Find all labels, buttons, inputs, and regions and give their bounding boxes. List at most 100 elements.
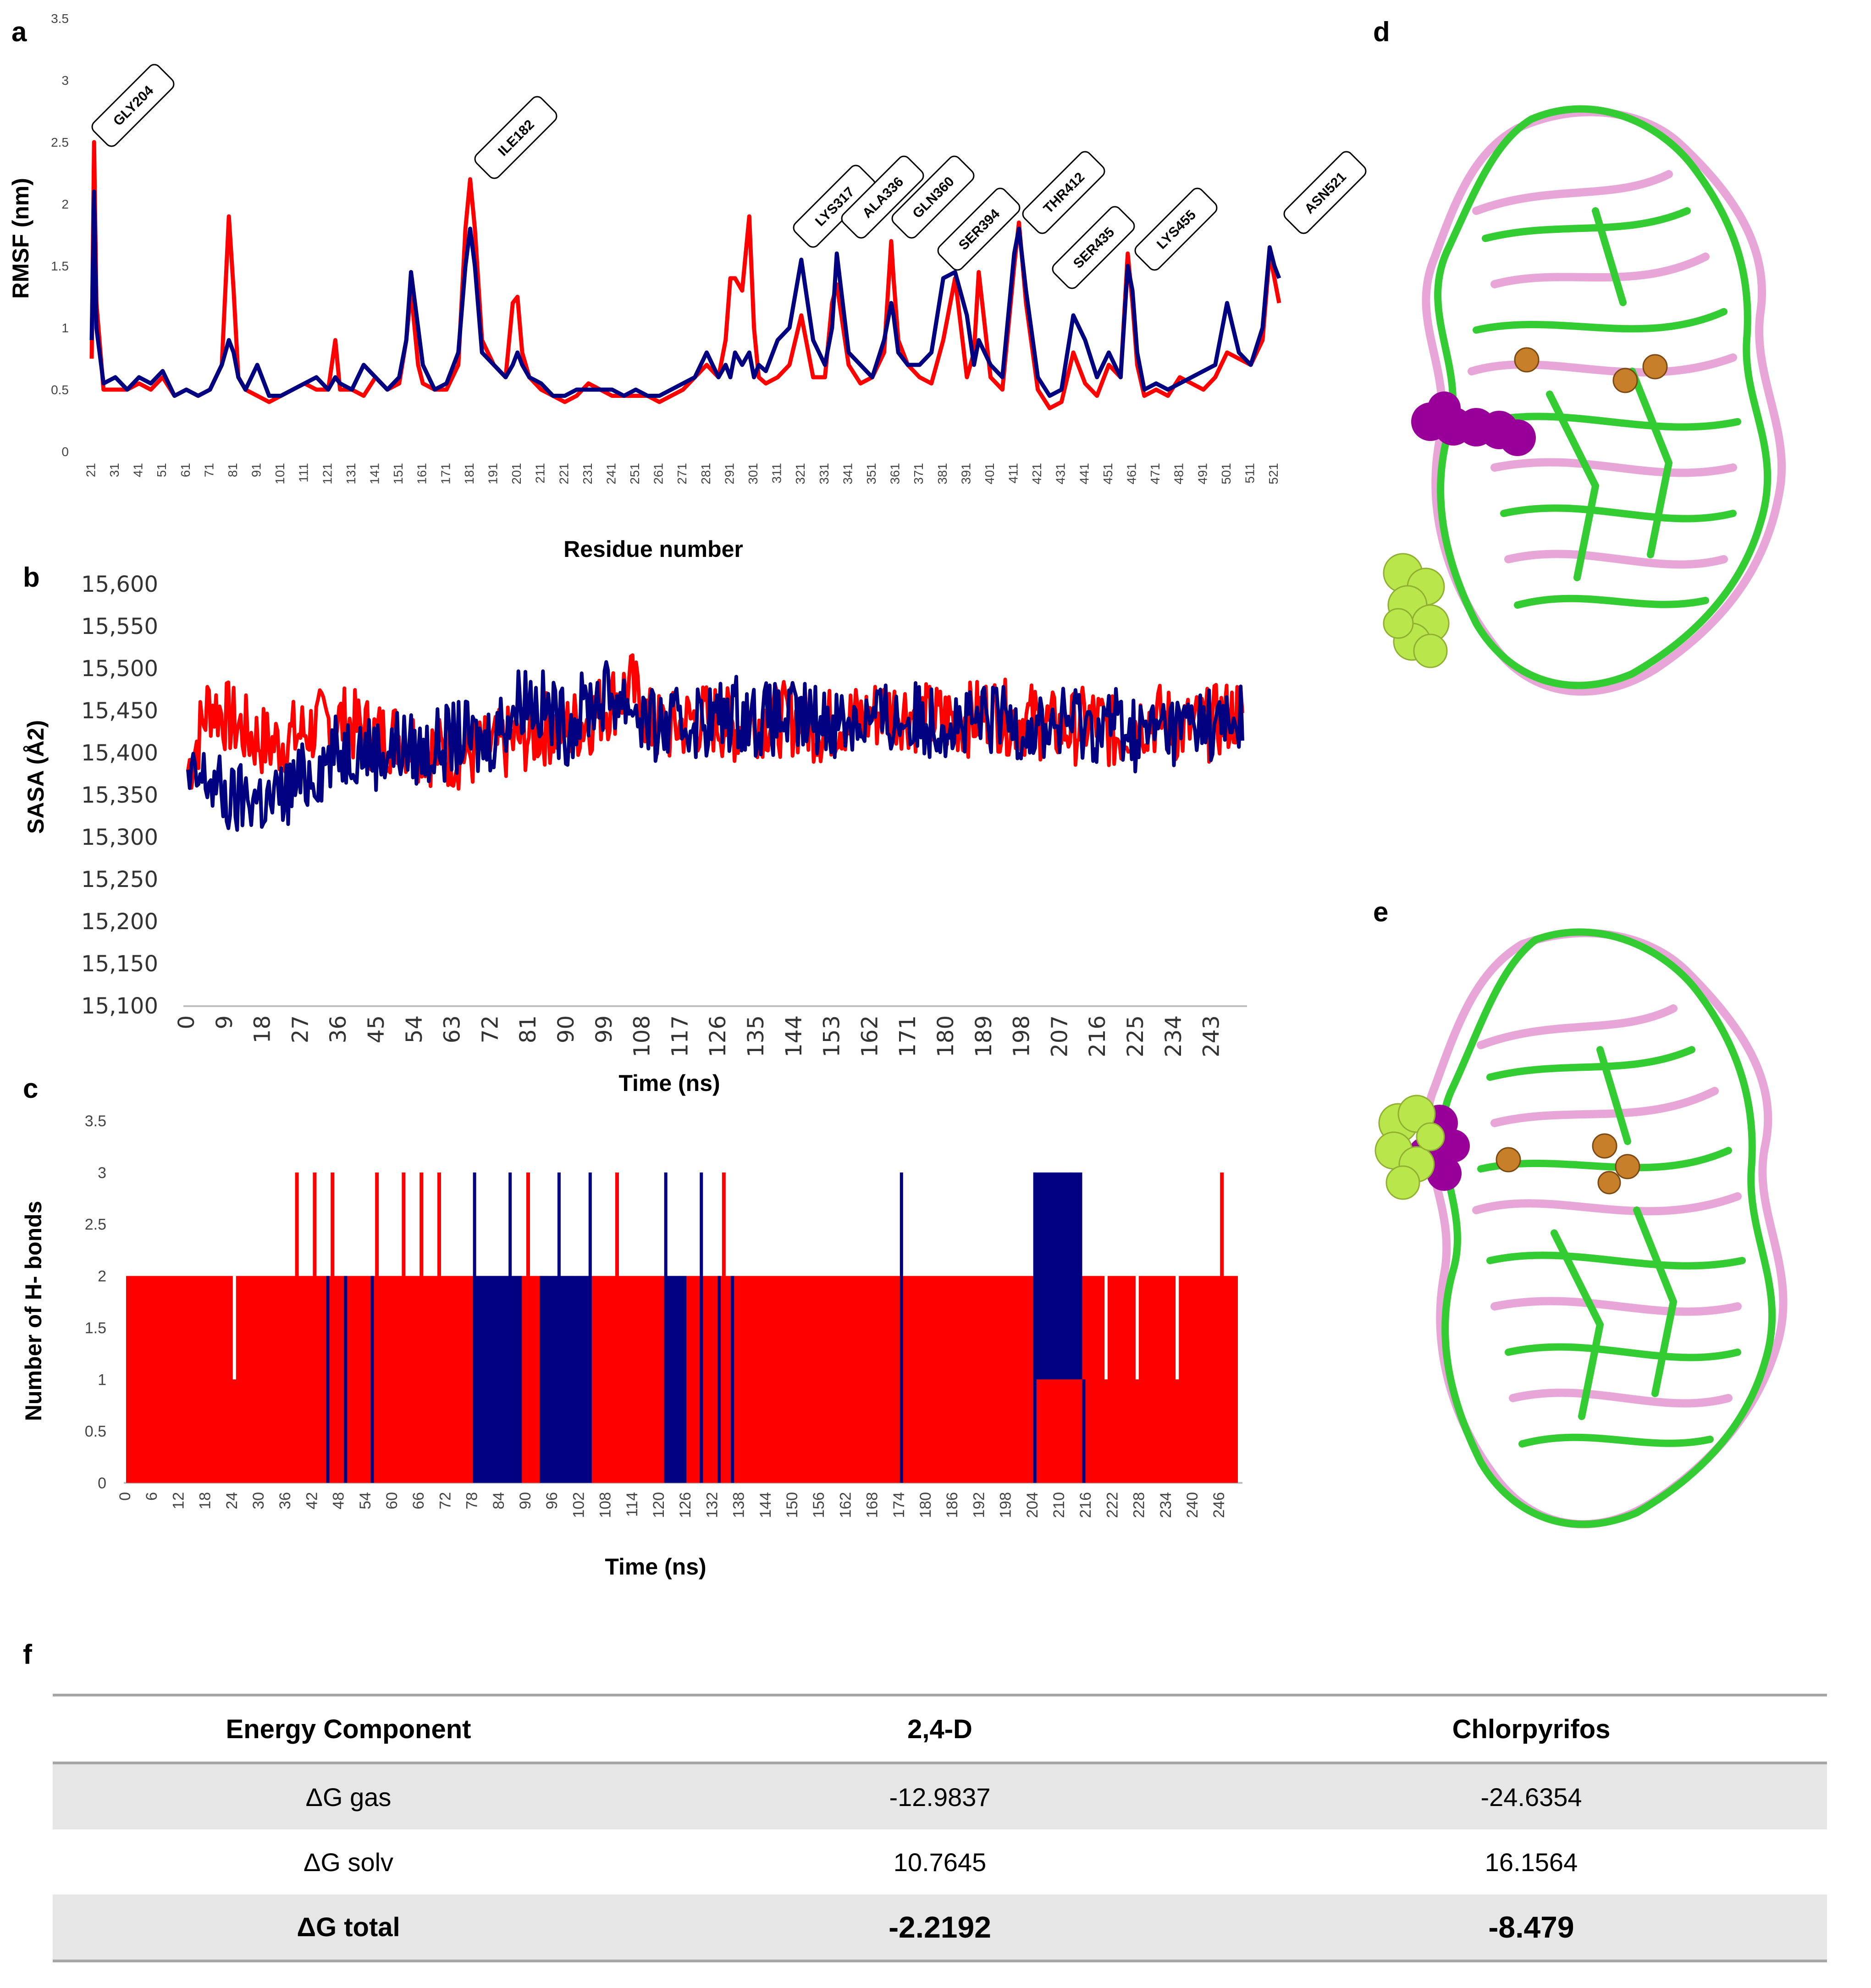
y-tick-label: 15,550 xyxy=(81,614,158,639)
x-tick-label: 108 xyxy=(629,1015,655,1057)
x-tick-label: 45 xyxy=(364,1015,389,1043)
x-tick-label: 144 xyxy=(781,1015,807,1057)
table-header-rule xyxy=(53,1762,1827,1764)
ligand-yellow-green xyxy=(1383,553,1450,668)
x-tick-label: 9 xyxy=(212,1015,237,1030)
x-tick-label: 21 xyxy=(83,463,98,477)
x-tick-label: 96 xyxy=(543,1492,561,1509)
table-row: ΔG gas -12.9837 -24.6354 xyxy=(53,1764,1827,1829)
x-tick-label: 180 xyxy=(917,1492,934,1518)
residue-callout: ILE182 xyxy=(474,96,557,179)
metal-ions xyxy=(1514,347,1668,393)
table-cell: ΔG gas xyxy=(305,1782,392,1812)
x-tick-label: 291 xyxy=(722,463,736,485)
x-tick-label: 91 xyxy=(249,463,264,477)
x-tick-label: 381 xyxy=(935,463,949,485)
x-tick-label: 521 xyxy=(1266,463,1280,485)
x-tick-label: 391 xyxy=(959,463,973,485)
x-tick-label: 201 xyxy=(509,463,524,485)
x-tick-label: 72 xyxy=(477,1015,503,1043)
x-tick-label: 51 xyxy=(155,463,169,477)
hbond-bar xyxy=(588,1172,592,1483)
callout-box xyxy=(1134,187,1218,271)
y-tick-label: 15,500 xyxy=(81,656,158,682)
y-tick-label: 2 xyxy=(98,1268,106,1285)
x-tick-label: 126 xyxy=(677,1492,694,1518)
x-tick-label: 90 xyxy=(553,1015,579,1043)
x-tick-label: 225 xyxy=(1123,1015,1148,1057)
x-tick-label: 171 xyxy=(895,1015,921,1057)
x-tick-label: 441 xyxy=(1077,463,1091,485)
y-tick-label: 15,450 xyxy=(81,698,158,724)
y-tick-label: 0 xyxy=(98,1475,106,1492)
x-tick-label: 84 xyxy=(490,1492,508,1509)
protein-ribbon-green xyxy=(1434,105,1772,689)
callout-box xyxy=(841,155,924,239)
x-tick-label: 321 xyxy=(793,463,807,485)
x-tick-label: 102 xyxy=(570,1492,587,1518)
x-tick-label: 0 xyxy=(174,1015,199,1030)
panel-label-c: c xyxy=(23,1073,39,1104)
sasa-y-axis-title: SASA (Å2) xyxy=(23,720,49,834)
x-tick-label: 271 xyxy=(675,463,689,485)
x-tick-label: 241 xyxy=(604,463,618,485)
x-tick-label: 261 xyxy=(651,463,666,485)
rmsf-x-axis-title: Residue number xyxy=(563,536,743,562)
table-top-rule xyxy=(53,1694,1827,1696)
table-header-cell: Energy Component xyxy=(226,1714,471,1744)
x-tick-label: 351 xyxy=(864,463,878,485)
x-tick-label: 221 xyxy=(557,463,571,485)
x-tick-label: 81 xyxy=(515,1015,541,1043)
hbond-bar xyxy=(731,1276,734,1483)
rmsf-y-axis-title: RMSF (nm) xyxy=(8,178,33,299)
x-tick-label: 132 xyxy=(703,1492,721,1518)
hbond-bar xyxy=(526,1172,530,1276)
x-tick-label: 281 xyxy=(699,463,713,485)
residue-callout: ASN521 xyxy=(1283,151,1367,234)
x-tick-label: 36 xyxy=(276,1492,294,1509)
x-tick-label: 126 xyxy=(705,1015,731,1057)
x-tick-label: 204 xyxy=(1024,1492,1041,1518)
x-tick-label: 198 xyxy=(997,1492,1015,1518)
hbond-bar xyxy=(295,1172,299,1276)
panel-label-e: e xyxy=(1373,897,1389,927)
x-tick-label: 30 xyxy=(250,1492,267,1509)
table-header-cell: Chlorpyrifos xyxy=(1452,1714,1611,1744)
hbond-bar xyxy=(1220,1172,1224,1276)
y-tick-label: 15,400 xyxy=(81,740,158,766)
hbond-bar xyxy=(402,1172,406,1276)
x-tick-label: 361 xyxy=(888,463,902,485)
protein-structure-d xyxy=(1383,105,1786,696)
x-tick-label: 198 xyxy=(1009,1015,1035,1057)
metal-ions xyxy=(1496,1133,1640,1195)
x-tick-label: 171 xyxy=(438,463,453,485)
table-header-cell: 2,4-D xyxy=(907,1714,972,1744)
panel-label-d: d xyxy=(1373,17,1390,47)
x-tick-label: 243 xyxy=(1199,1015,1225,1057)
hbond-bar xyxy=(615,1172,619,1276)
hbond-bar xyxy=(473,1172,476,1483)
x-tick-label: 240 xyxy=(1184,1492,1201,1518)
hbond-bar xyxy=(419,1172,424,1276)
residue-callout: THR412 xyxy=(1022,151,1105,234)
residue-callout: GLY204 xyxy=(91,64,175,147)
x-tick-label: 210 xyxy=(1050,1492,1068,1518)
y-tick-label: 15,350 xyxy=(81,782,158,808)
x-tick-label: 114 xyxy=(624,1492,641,1517)
y-tick-label: 0 xyxy=(61,445,69,459)
hbond-bar xyxy=(717,1276,721,1483)
x-tick-label: 471 xyxy=(1148,463,1162,485)
y-tick-label: 1 xyxy=(98,1371,106,1388)
x-tick-label: 421 xyxy=(1030,463,1044,485)
x-tick-label: 120 xyxy=(650,1492,668,1518)
y-tick-label: 1 xyxy=(61,321,69,335)
callout-box xyxy=(1022,151,1105,234)
x-tick-label: 72 xyxy=(436,1492,454,1509)
table-bottom-rule xyxy=(53,1960,1827,1962)
x-tick-label: 150 xyxy=(784,1492,801,1518)
x-tick-label: 131 xyxy=(344,463,358,485)
x-tick-label: 18 xyxy=(197,1492,214,1509)
x-tick-label: 180 xyxy=(933,1015,959,1057)
y-tick-label: 15,300 xyxy=(81,825,158,850)
rmsf-series-line xyxy=(89,189,1281,398)
